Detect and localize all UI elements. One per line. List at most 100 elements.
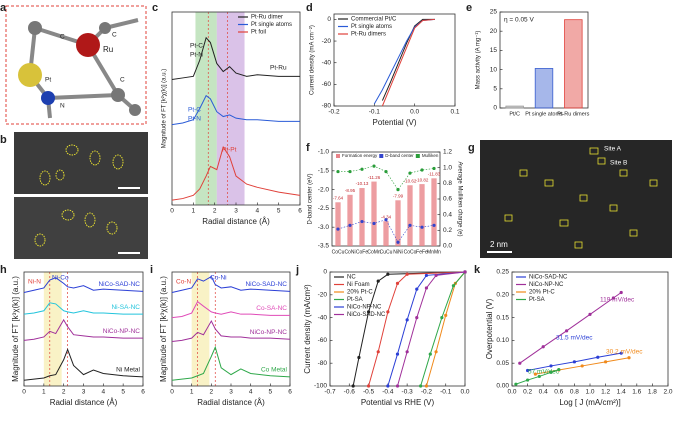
point [549, 370, 553, 374]
atom-label: C [120, 77, 125, 84]
x-tick-label: -0.5 [363, 389, 375, 396]
x-tick-label: 1.8 [648, 389, 657, 396]
annotation: Ni-Co [52, 275, 69, 282]
series-line [171, 345, 291, 381]
series-line [425, 271, 466, 387]
y2-tick-label: 1.0 [443, 164, 452, 171]
annotation: Pt-Pt [222, 147, 237, 154]
x-tick-label: Pt single atoms [525, 111, 563, 117]
legend-label: Mulliken [422, 153, 439, 158]
x-tick-label: 5 [277, 208, 281, 215]
point [408, 171, 412, 175]
series-line [23, 302, 143, 315]
legend-label: Ni-SA-NC [111, 304, 140, 311]
point [384, 218, 388, 222]
point [396, 240, 400, 244]
y-tick-label: 0 [327, 16, 331, 23]
y2-tick-label: 0.8 [443, 180, 452, 187]
series-line [171, 300, 290, 319]
scale-label: 2 nm [490, 240, 508, 249]
point [336, 169, 340, 174]
atom-label: Ru [103, 45, 113, 54]
y2-tick-label: 0.0 [443, 243, 452, 250]
x-tick-label: 1.0 [585, 389, 594, 396]
legend-label: Co Metal [261, 367, 288, 374]
x-tick-label: 1 [42, 389, 46, 396]
data-label: -10.13 [356, 181, 369, 186]
y-tick-label: 5 [493, 86, 497, 93]
point [619, 351, 623, 355]
point [348, 223, 352, 227]
bar [564, 19, 583, 109]
y-axis-label: Magnitude of FT [k³χ(k)] (a.u.) [11, 276, 20, 382]
legend-label: Formation energy [342, 153, 378, 158]
chart-title: η = 0.05 V [504, 17, 534, 24]
legend-label: Co-SA-NC [256, 305, 287, 312]
point [360, 219, 364, 224]
point [611, 296, 616, 300]
annotation: 30.2 mV/dec [606, 349, 643, 356]
bar [419, 184, 425, 246]
point [627, 356, 631, 360]
point [396, 188, 400, 192]
annotation: Pt-C [188, 107, 201, 114]
markers [504, 147, 658, 249]
data-label: -7.64 [333, 195, 344, 200]
atom [41, 91, 55, 105]
point [526, 368, 530, 373]
x-tick-label: CoCu [332, 249, 345, 255]
x-axis-label: Radial distance (Å) [197, 398, 265, 407]
bar [407, 185, 413, 246]
bar [431, 178, 437, 246]
chart-5: i 0 1 2 3 4 5 6 Radial distance (Å) Magnitude of … [150, 264, 292, 407]
annotation: 31.5 mV/dec [556, 335, 593, 342]
x-tick-label: -0.3 [402, 389, 414, 396]
panel-label: f [306, 142, 310, 154]
point [432, 223, 436, 227]
y-axis-label: Magnitude of FT [k²χ(k)] (a.u.) [162, 69, 168, 148]
y-tick-label: -40 [318, 314, 328, 321]
legend-swatch [336, 154, 340, 158]
micrograph [480, 140, 672, 258]
bar [534, 68, 554, 109]
point [376, 350, 380, 354]
x-tick-label: CuCu [380, 249, 393, 255]
point [533, 372, 538, 376]
bar [505, 105, 524, 109]
point [395, 281, 400, 285]
series-line [352, 271, 466, 387]
annotation: 57 mV/dec [528, 369, 560, 376]
series-line [171, 94, 300, 126]
series-line [171, 275, 291, 294]
x-tick-label: CoFe [356, 249, 368, 255]
y-tick-label: -3.5 [318, 243, 330, 250]
x-tick-label: -0.1 [440, 389, 452, 396]
atom-label: C [60, 34, 65, 41]
y-tick-label: -1.5 [318, 168, 330, 175]
point [572, 360, 577, 364]
point [541, 345, 545, 349]
x-tick-label: 5 [269, 389, 273, 396]
y-tick-label: 0.20 [496, 292, 509, 299]
legend-label: NiCo-SAD-NC [347, 312, 386, 318]
series-line [171, 319, 291, 343]
point [336, 227, 340, 231]
series-line [338, 165, 435, 191]
atom [99, 22, 111, 34]
x-tick-label: -0.2 [328, 109, 340, 116]
chart-0: c 0 1 2 3 4 5 6 Radial distance (Å) Magnitude of … [152, 2, 302, 226]
markers [34, 144, 124, 247]
x-tick-label: -0.7 [324, 389, 336, 396]
panel-label: j [295, 264, 299, 276]
point [420, 168, 424, 172]
x-axis-label: Radial distance (Å) [202, 217, 270, 226]
annotation: Co-N [176, 279, 191, 286]
bar [359, 188, 365, 246]
x-tick-label: 0.6 [554, 389, 563, 396]
x-tick-label: 3 [229, 389, 233, 396]
point [432, 166, 436, 171]
bar [371, 181, 377, 246]
x-tick-label: 1.2 [601, 389, 610, 396]
y-tick-label: -40 [322, 59, 332, 66]
atom [28, 21, 42, 35]
